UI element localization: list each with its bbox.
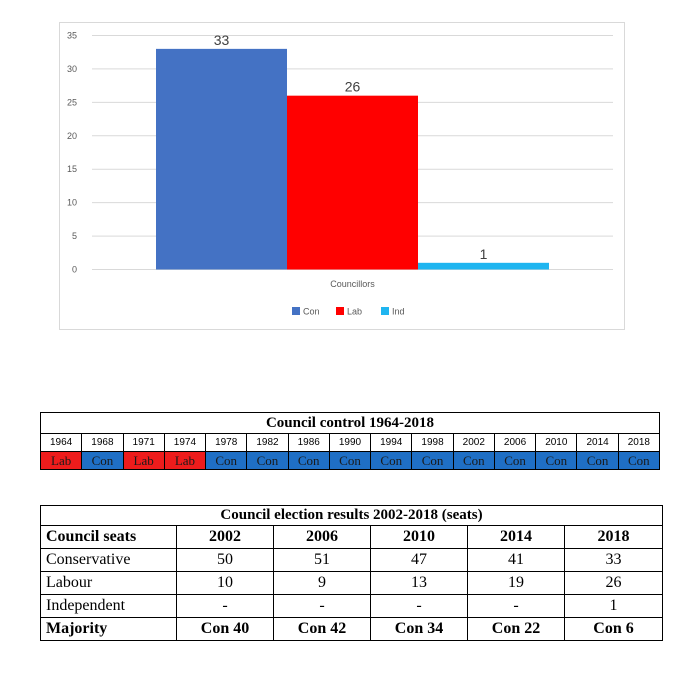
header-year: 2006 [273,525,371,549]
y-tick-label: 20 [67,131,77,141]
table-cell: Con 34 [370,617,468,641]
control-party-cell: Lab [39,451,83,470]
header-year: 2014 [467,525,565,549]
table-cell: 19 [467,571,565,595]
legend-label-con: Con [303,307,320,317]
control-party-cell: Con [576,451,619,470]
control-table-title: Council control 1964-2018 [40,412,660,434]
council-control-table: Council control 1964-2018 1964 1968 1971 19… [39,412,661,470]
table-cell: 13 [370,571,468,595]
control-party-cell: Con [287,451,330,470]
x-axis-category-label: Councillors [330,279,375,289]
table-cell: - [370,594,468,618]
legend-swatch-lab [336,307,344,315]
table-row: Conservative 50 51 47 41 33 [40,548,664,572]
y-tick-label: 15 [67,164,77,174]
table-cell: Con 22 [467,617,565,641]
table-cell: - [273,594,371,618]
control-year-cell: 2002 [452,433,495,452]
row-label-labour: Labour [40,571,177,595]
bar-con [156,48,287,270]
control-party-cell: Con [617,451,661,470]
control-party-cell: Con [493,451,537,470]
table-row: Labour 10 9 13 19 26 [40,571,664,595]
control-party-cell: Lab [122,451,165,470]
table-cell: 51 [273,548,371,572]
data-label-con: 33 [214,32,230,48]
control-party-cell: Con [205,451,248,470]
control-party-cell: Con [452,451,495,470]
majority-row: Majority Con 40 Con 42 Con 34 Con 22 Con… [40,617,664,641]
control-year-cell: 1974 [163,433,207,452]
legend-swatch-ind [381,307,389,315]
control-year-cell: 1964 [39,433,83,452]
control-party-cell: Con [246,451,289,470]
row-label-conservative: Conservative [40,548,177,572]
control-year-cell: 2018 [617,433,661,452]
control-year-cell: 2006 [493,433,537,452]
table-cell: 26 [563,571,664,595]
y-tick-label: 30 [67,64,77,74]
control-years-row: 1964 1968 1971 1974 1978 1982 1986 1990 1994 1998… [39,433,661,452]
y-axis-ticks: 0 5 10 15 20 25 30 35 [67,31,77,275]
bar-lab [287,95,418,270]
table-cell: 9 [273,571,371,595]
data-labels: 33 26 1 [214,32,488,262]
header-year: 2002 [176,525,274,549]
control-party-cell: Con [328,451,372,470]
table-cell: 41 [467,548,565,572]
legend: Con Lab Ind [292,307,405,317]
election-results-table: Council election results 2002-2018 (seat… [39,505,664,641]
control-year-cell: 1994 [370,433,413,452]
councillors-bar-chart: 0 5 10 15 20 25 30 35 33 26 1 Councillors Con Lab I… [67,31,613,317]
control-party-cell: Lab [163,451,207,470]
table-cell: 33 [563,548,664,572]
control-party-cell: Con [411,451,454,470]
control-year-cell: 1971 [122,433,165,452]
control-party-cell: Con [535,451,578,470]
header-council-seats: Council seats [40,525,177,549]
table-cell: 1 [563,594,664,618]
control-year-cell: 1990 [328,433,372,452]
table-cell: Con 6 [563,617,664,641]
legend-swatch-con [292,307,300,315]
y-tick-label: 25 [67,97,77,107]
bars [156,48,549,270]
row-label-majority: Majority [40,617,177,641]
control-year-cell: 1978 [205,433,248,452]
legend-label-lab: Lab [347,307,362,317]
table-cell: - [176,594,274,618]
results-table-title: Council election results 2002-2018 (seat… [39,505,664,526]
y-tick-label: 35 [67,31,77,41]
control-year-cell: 2014 [576,433,619,452]
results-header-row: Council seats 2002 2006 2010 2014 2018 [40,525,664,549]
data-label-ind: 1 [480,246,488,262]
header-year: 2018 [563,525,664,549]
control-year-cell: 1982 [246,433,289,452]
row-label-independent: Independent [40,594,177,618]
control-year-cell: 1968 [81,433,124,452]
table-cell: - [467,594,565,618]
legend-label-ind: Ind [392,307,405,317]
y-tick-label: 0 [72,265,77,275]
control-year-cell: 1998 [411,433,454,452]
control-year-cell: 1986 [287,433,330,452]
y-tick-label: 5 [72,231,77,241]
header-year: 2010 [370,525,468,549]
table-cell: 10 [176,571,274,595]
bar-ind [418,262,549,270]
table-cell: 47 [370,548,468,572]
table-row: Independent - - - - 1 [40,594,664,618]
control-year-cell: 2010 [535,433,578,452]
table-cell: Con 42 [273,617,371,641]
table-cell: Con 40 [176,617,274,641]
control-party-cell: Con [370,451,413,470]
table-cell: 50 [176,548,274,572]
data-label-lab: 26 [345,79,361,95]
control-party-row: Lab Con Lab Lab Con Con Con Con Con Con Con Con Con C… [39,451,661,470]
control-party-cell: Con [81,451,124,470]
y-tick-label: 10 [67,198,77,208]
